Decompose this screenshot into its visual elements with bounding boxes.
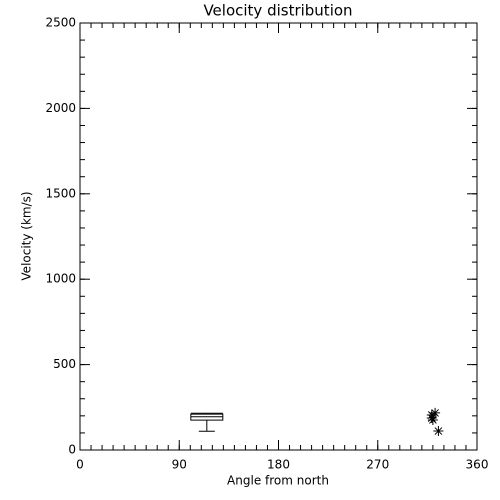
- star-point: [433, 426, 444, 437]
- star-point: [427, 414, 438, 425]
- y-axis-label: Velocity (km/s): [20, 191, 34, 280]
- x-tick-label: 0: [76, 458, 84, 472]
- star-point: [426, 413, 437, 424]
- y-tick-label: 2000: [45, 101, 76, 115]
- chart-title: Velocity distribution: [203, 2, 352, 20]
- x-tick-label: 270: [366, 458, 389, 472]
- y-tick-label: 2500: [45, 16, 76, 30]
- plot-frame: [79, 22, 478, 451]
- y-tick-label: 1500: [45, 186, 76, 200]
- star-point: [430, 407, 441, 418]
- y-tick-label: 1000: [45, 272, 76, 286]
- x-axis-label: Angle from north: [227, 474, 329, 488]
- x-tick-label: 360: [466, 458, 489, 472]
- y-tick-label: 0: [68, 443, 76, 457]
- box-plot: [190, 412, 224, 432]
- y-tick-label: 500: [53, 357, 76, 371]
- x-tick-label: 180: [267, 458, 290, 472]
- x-tick-label: 90: [172, 458, 187, 472]
